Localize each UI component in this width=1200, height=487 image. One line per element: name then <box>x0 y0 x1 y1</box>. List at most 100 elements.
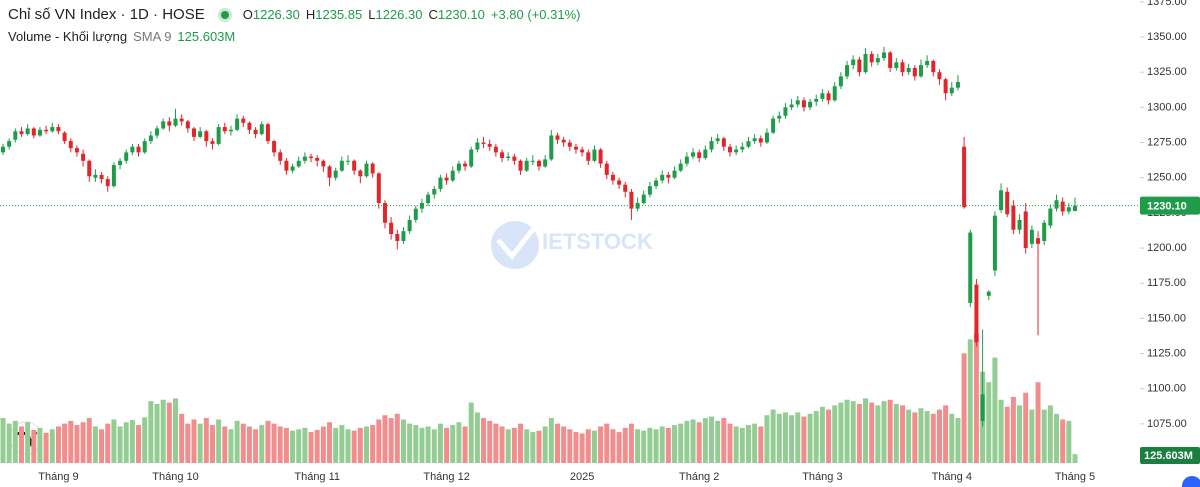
candle-body <box>524 160 529 171</box>
candle-body <box>500 152 505 158</box>
candle-body <box>321 160 326 167</box>
volume-value: 125.603M <box>177 29 236 44</box>
volume-bar <box>561 426 567 463</box>
volume-bar <box>345 429 351 463</box>
candle-body <box>62 132 67 142</box>
volume-bar <box>665 427 671 463</box>
candle-body <box>937 72 942 80</box>
candle-body <box>487 143 492 147</box>
x-tick-label: 2025 <box>570 471 594 483</box>
y-tick-label: 1100.00 <box>1147 383 1186 395</box>
y-tick-label: 1150.00 <box>1147 312 1186 324</box>
candle-body <box>580 149 585 153</box>
volume-bar <box>209 425 215 463</box>
candle-body <box>746 141 751 147</box>
candle-body <box>346 160 351 162</box>
volume-bar <box>425 426 431 463</box>
y-tick-label: 1325.00 <box>1147 66 1187 78</box>
candle-body <box>93 174 98 178</box>
candle-body <box>1073 205 1077 212</box>
candle-body <box>604 163 609 175</box>
volume-bar <box>573 432 579 463</box>
volume-bar <box>906 409 912 463</box>
volume-bar <box>499 426 505 463</box>
candle-body <box>684 156 689 164</box>
volume-bar <box>62 423 68 463</box>
candle-body <box>666 174 671 178</box>
candle-body <box>734 149 739 153</box>
candle-body <box>265 124 270 142</box>
candle-body <box>463 163 468 167</box>
volume-bar <box>129 420 135 463</box>
candle-body <box>598 149 603 164</box>
ohlc-value: 1235.85 <box>315 7 363 22</box>
volume-bar <box>807 413 813 463</box>
volume-bar <box>222 426 228 463</box>
x-tick-label: Tháng 11 <box>294 471 340 483</box>
candle-body <box>617 180 622 185</box>
candle-body <box>838 76 843 87</box>
candle-body <box>352 160 357 171</box>
candle-body <box>419 203 424 209</box>
candle-body <box>1048 208 1053 226</box>
volume-bar <box>333 427 339 463</box>
candle-body <box>253 129 258 135</box>
candle-body <box>105 179 110 187</box>
volume-bar <box>191 419 197 463</box>
candle-body <box>407 219 412 232</box>
candle-body <box>228 129 233 132</box>
volume-bar <box>228 429 234 463</box>
last-volume-label: 125.603M <box>1144 450 1193 462</box>
candle-body <box>204 131 209 142</box>
candle-body <box>296 160 301 167</box>
candle-body <box>918 65 923 77</box>
candle-body <box>235 118 240 130</box>
status-dot <box>220 11 229 20</box>
volume-bar <box>253 429 259 463</box>
volume-bar <box>610 429 616 463</box>
candle-body <box>210 141 215 144</box>
candle-body <box>148 135 153 142</box>
volume-bar <box>203 418 209 463</box>
x-tick-label: Tháng 10 <box>152 471 198 483</box>
ohlc-value: 1226.30 <box>375 7 423 22</box>
volume-bar <box>179 413 185 463</box>
volume-bar <box>715 420 721 463</box>
candle-body <box>703 149 708 158</box>
volume-bar <box>542 426 548 463</box>
candle-body <box>302 156 307 161</box>
volume-bar <box>598 426 604 463</box>
y-tick-label: 1275.00 <box>1147 136 1187 148</box>
candle-body <box>247 122 252 130</box>
corner-button[interactable] <box>1182 476 1200 487</box>
volume-bar <box>154 403 160 463</box>
volume-bar <box>863 398 869 463</box>
candle-body <box>1066 207 1071 212</box>
candle-body <box>456 163 461 171</box>
sma: SMA 9 <box>133 29 172 44</box>
volume-bar <box>752 423 758 463</box>
candle-body <box>364 163 369 177</box>
volume-bar <box>49 429 55 463</box>
volume-bar <box>474 412 480 463</box>
candle-body <box>124 152 129 161</box>
volume-bar <box>240 423 246 463</box>
candle-body <box>863 53 868 73</box>
volume-bar <box>801 416 807 463</box>
ohlc-key: H <box>305 7 316 22</box>
volume-bar <box>567 429 573 463</box>
candle-body <box>111 165 116 187</box>
candle-body <box>155 128 160 136</box>
volume-bar <box>554 423 560 463</box>
x-tick-label: Tháng 4 <box>932 471 972 483</box>
volume-bar <box>739 427 745 463</box>
y-tick-label: 1125.00 <box>1147 347 1186 359</box>
volume-bar <box>912 412 918 463</box>
volume-bar <box>924 411 930 463</box>
volume-bar <box>628 423 634 463</box>
candle-body <box>339 160 344 171</box>
candle-body <box>801 100 806 108</box>
y-tick-label: 1375.00 <box>1147 0 1187 8</box>
volume-bar <box>468 402 474 463</box>
volume-bar <box>216 419 222 463</box>
